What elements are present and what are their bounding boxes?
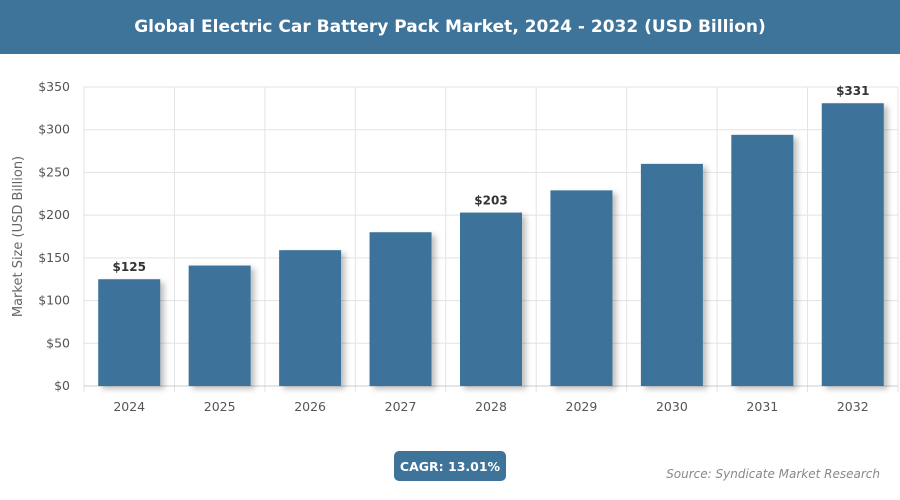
x-tick-label: 2030 bbox=[656, 399, 688, 414]
y-tick-label: $0 bbox=[54, 378, 70, 393]
bar-2031 bbox=[731, 134, 794, 386]
y-tick-label: $150 bbox=[38, 250, 70, 265]
bar-2032 bbox=[821, 103, 884, 386]
bar-2028 bbox=[460, 212, 522, 386]
bar-2030 bbox=[640, 163, 703, 386]
y-tick-label: $350 bbox=[38, 79, 70, 94]
x-tick-label: 2026 bbox=[294, 399, 326, 414]
y-axis-label: Market Size (USD Billion) bbox=[11, 156, 26, 317]
x-tick-label: 2024 bbox=[113, 399, 145, 414]
chart-title-banner: Global Electric Car Battery Pack Market,… bbox=[0, 0, 900, 54]
bar-2025 bbox=[188, 265, 251, 386]
data-label-2028: $203 bbox=[474, 194, 507, 208]
y-tick-label: $200 bbox=[38, 207, 70, 222]
source-note: Source: Syndicate Market Research bbox=[666, 467, 880, 481]
x-tick-label: 2031 bbox=[746, 399, 778, 414]
y-tick-label: $100 bbox=[38, 293, 70, 308]
bar-2026 bbox=[279, 250, 342, 386]
chart-title: Global Electric Car Battery Pack Market,… bbox=[134, 17, 766, 37]
x-tick-label: 2032 bbox=[837, 399, 869, 414]
bar-2029 bbox=[550, 190, 613, 386]
bar-2027 bbox=[369, 232, 432, 386]
bar-2024 bbox=[98, 279, 161, 386]
x-tick-label: 2025 bbox=[204, 399, 236, 414]
cagr-badge: CAGR: 13.01% bbox=[394, 451, 506, 481]
data-label-2024: $125 bbox=[113, 260, 146, 274]
x-tick-label: 2029 bbox=[566, 399, 598, 414]
y-tick-label: $50 bbox=[46, 335, 70, 350]
y-tick-label: $250 bbox=[38, 164, 70, 179]
data-label-2032: $331 bbox=[836, 84, 869, 98]
x-tick-label: 2027 bbox=[385, 399, 417, 414]
y-tick-label: $300 bbox=[38, 122, 70, 137]
bar-chart: $0 $50 $100 $150 $200 $250 $300 $350 2024 $125 202… bbox=[11, 79, 899, 414]
x-tick-label: 2028 bbox=[475, 399, 507, 414]
